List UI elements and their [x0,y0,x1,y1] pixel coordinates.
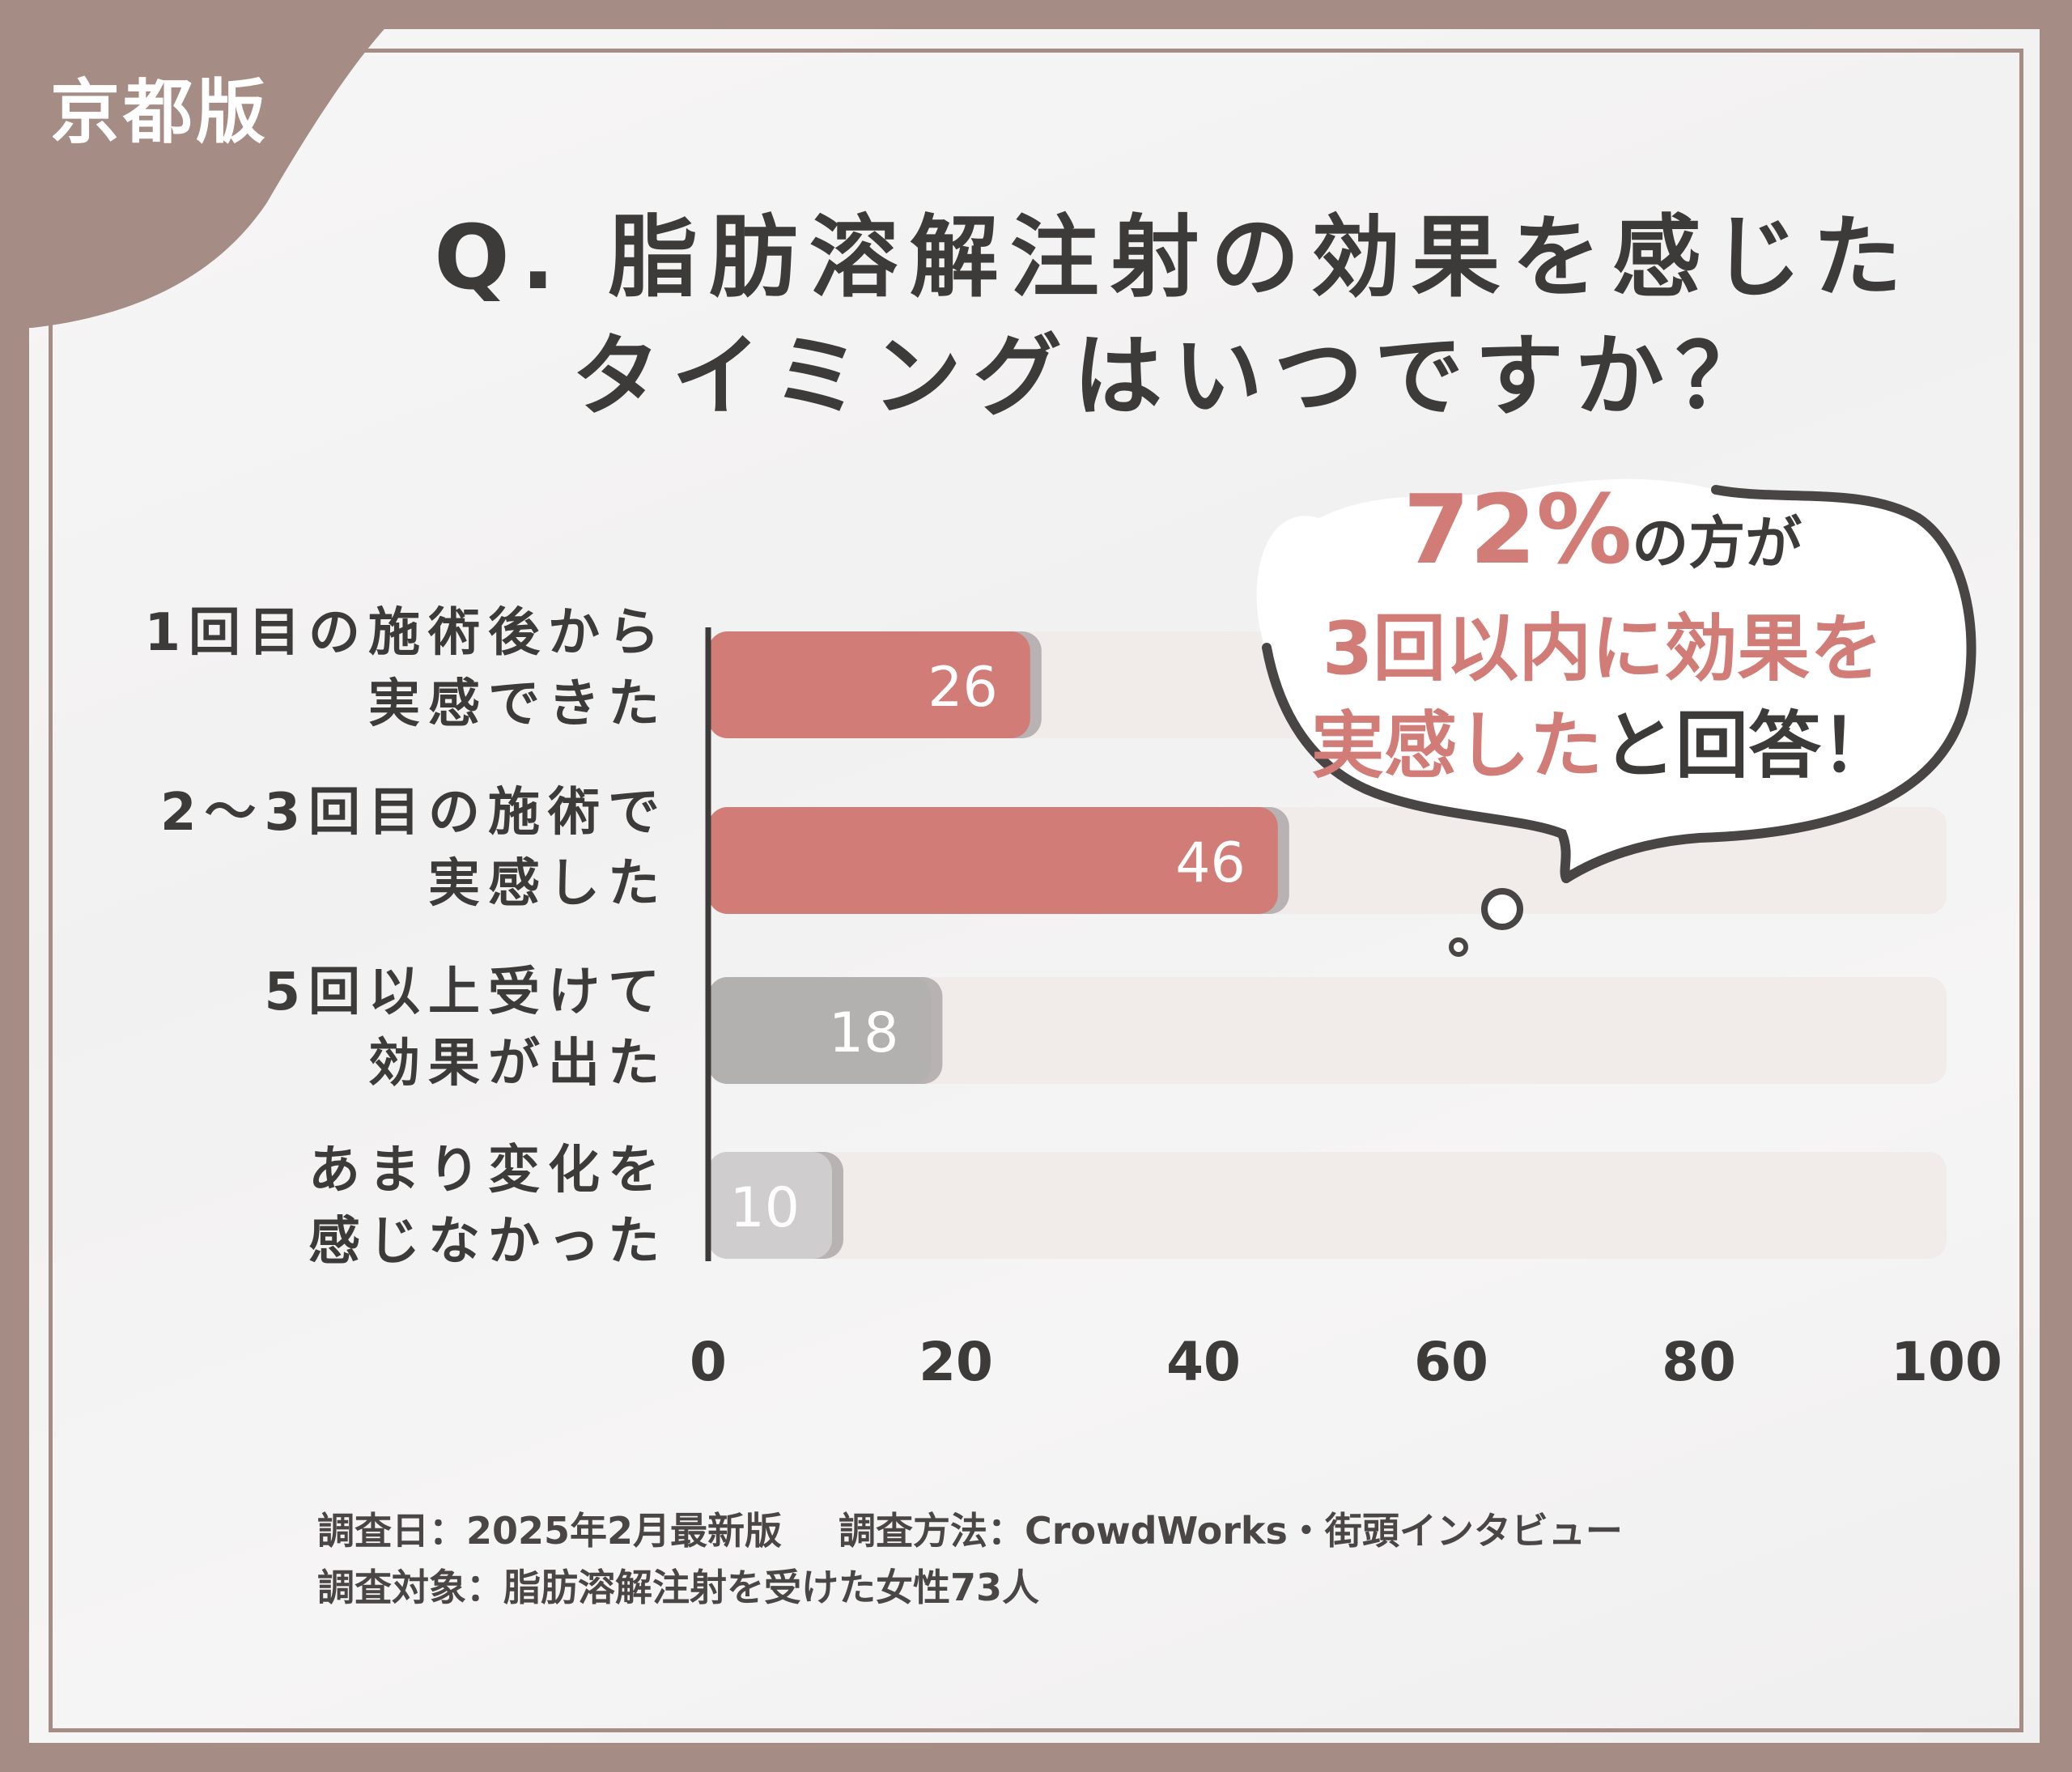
bar-3 [708,1152,832,1259]
x-tick-label-2: 40 [1166,1331,1241,1393]
x-tick-label-4: 80 [1662,1331,1736,1393]
callout-line-3-suffix: と回答！ [1603,703,1894,788]
callout-percent: 72% [1403,474,1633,585]
callout-line-2: 3回以内に効果を [1322,606,1883,691]
survey-info-line-1: 調査日：2025年2月最新版 調査方法：CrowdWorks・街頭インタビュー [317,1502,1623,1555]
speech-bubble [1256,478,1976,957]
x-tick-label-1: 20 [919,1331,993,1393]
category-label-0: 1回目の施術後から 実感できた [144,597,668,741]
bar-value-label-0: 26 [928,656,998,720]
category-label-3-line-1: あまり変化を [308,1141,668,1200]
category-label-0-line-2: 実感できた [368,674,668,735]
bar-value-label-2: 18 [829,1001,899,1065]
region-badge: 京都版 [50,72,269,153]
category-label-1-line-1: 2〜3回目の施術で [159,783,668,843]
bar-track-2 [708,977,1947,1084]
x-tick-label-3: 60 [1414,1331,1488,1393]
callout-line-3: 実感したと回答！ [1295,686,1910,792]
bar-track-3 [708,1152,1947,1259]
callout-line-3-highlight: 実感した [1311,703,1603,788]
category-label-2: 5回以上受けて 効果が出た [264,957,668,1100]
chart-title-line-2: タイミングはいつですか？ [571,325,1776,428]
bar-0 [708,631,1030,738]
category-label-3: あまり変化を 感じなかった [308,1135,668,1278]
chart-title-line-1: Q. 脂肪溶解注射の効果を感じた [434,206,1913,309]
category-label-3-line-2: 感じなかった [308,1212,668,1273]
callout-line-1-suffix: の方が [1632,510,1802,576]
bar-2 [708,977,932,1084]
corner-wave-shape [0,0,413,328]
bar-1 [708,807,1278,914]
survey-date: 調査日：2025年2月最新版 [317,1509,783,1553]
x-tick-label-5: 100 [1891,1331,2002,1393]
callout-line-1: 72%の方が [1295,474,1910,585]
category-label-2-line-2: 効果が出た [368,1034,668,1094]
x-tick-label-0: 0 [690,1331,727,1393]
survey-method: 調査方法：CrowdWorks・街頭インタビュー [839,1509,1623,1553]
category-label-1-line-2: 実感した [428,854,668,915]
category-label-1: 2〜3回目の施術で 実感した [160,777,668,920]
bar-value-label-3: 10 [729,1176,800,1240]
survey-subject: 調査対象：脂肪溶解注射を受けた女性73人 [317,1566,1040,1609]
category-label-0-line-1: 1回目の施術後から [144,603,668,663]
bar-value-label-1: 46 [1175,831,1246,895]
category-label-2-line-1: 5回以上受けて [264,962,668,1022]
